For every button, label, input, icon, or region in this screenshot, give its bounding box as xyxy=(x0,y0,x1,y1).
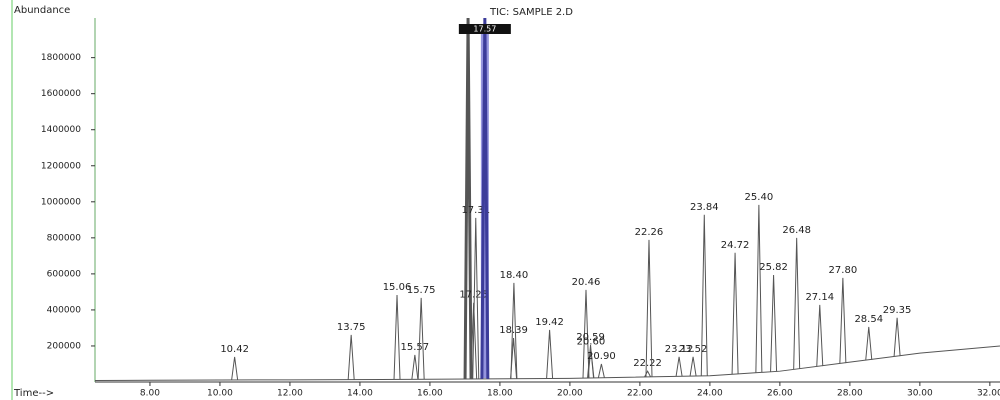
peak-label: 20.90 xyxy=(587,351,616,362)
peak-label: 22.26 xyxy=(635,227,664,238)
x-tick-label: 20.00 xyxy=(557,389,583,399)
peak-label: 22.22 xyxy=(633,358,662,369)
peak xyxy=(470,302,478,380)
peak-label: 15.75 xyxy=(407,285,436,296)
y-tick-label: 1600000 xyxy=(41,89,81,99)
peak-label: 28.54 xyxy=(854,314,883,325)
peak xyxy=(865,326,873,360)
peak-label: 17.25 xyxy=(459,290,488,301)
peak xyxy=(480,17,490,379)
x-tick-label: 16.00 xyxy=(417,389,443,399)
peak xyxy=(645,239,653,377)
peak-label: 27.14 xyxy=(805,292,834,303)
peak-label: 20.59 xyxy=(576,332,605,343)
peak xyxy=(700,214,708,376)
peak xyxy=(755,204,763,373)
x-tick-label: 26.00 xyxy=(767,389,793,399)
selected-peak-box xyxy=(458,24,511,34)
peak-label: 23.52 xyxy=(679,344,708,355)
x-tick-label: 8.00 xyxy=(140,389,160,399)
y-tick-label: 1400000 xyxy=(41,125,81,135)
peak xyxy=(582,289,590,379)
x-tick-label: 14.00 xyxy=(347,389,373,399)
peak-label: 15.06 xyxy=(383,282,412,293)
x-tick-label: 10.00 xyxy=(207,389,233,399)
peak-label: 25.40 xyxy=(745,192,774,203)
y-tick-label: 200000 xyxy=(47,341,82,351)
peak xyxy=(411,354,419,380)
peak xyxy=(347,334,355,380)
peak xyxy=(731,252,739,375)
peak-label: 10.42 xyxy=(220,344,249,355)
y-tick-label: 600000 xyxy=(47,269,82,279)
peak-label: 23.84 xyxy=(690,202,719,213)
chart-title: TIC: SAMPLE 2.D xyxy=(489,7,573,18)
peak xyxy=(770,274,778,372)
y-tick-label: 1800000 xyxy=(41,53,81,63)
peak-label: 26.48 xyxy=(782,225,811,236)
peak xyxy=(675,356,683,377)
peak-label: 23.12 xyxy=(665,344,694,355)
peak-label: 17.31 xyxy=(461,205,490,216)
x-tick-label: 24.00 xyxy=(697,389,723,399)
peak-label: 25.82 xyxy=(759,262,788,273)
peak-label: 20.60 xyxy=(577,337,606,348)
peak xyxy=(893,317,901,357)
peak xyxy=(417,297,425,380)
peak xyxy=(793,237,801,370)
baseline-trace xyxy=(94,345,1000,382)
y-tick-label: 400000 xyxy=(47,305,82,315)
selected-peak-label: 17.57 xyxy=(473,25,496,34)
peak xyxy=(546,329,554,379)
peak xyxy=(472,217,480,380)
x-tick-label: 28.00 xyxy=(837,389,863,399)
peak xyxy=(587,349,595,379)
peak-label: 20.46 xyxy=(572,277,601,288)
y-tick-label: 800000 xyxy=(47,233,82,243)
y-tick-label: 1200000 xyxy=(41,161,81,171)
peak xyxy=(393,294,401,380)
x-tick-label: 32.00 xyxy=(977,389,1000,399)
peak xyxy=(644,370,652,378)
peak-label: 29.35 xyxy=(883,305,912,316)
x-tick-label: 18.00 xyxy=(487,389,513,399)
y-axis-label: Abundance xyxy=(14,5,70,16)
peak xyxy=(231,356,239,381)
peak-label: 18.40 xyxy=(500,270,529,281)
peak-label: 27.80 xyxy=(829,265,858,276)
peak-label: 19.42 xyxy=(535,317,564,328)
y-tick-label: 1000000 xyxy=(41,197,81,207)
x-tick-label: 30.00 xyxy=(907,389,933,399)
peak xyxy=(816,304,824,367)
x-axis-label: Time--> xyxy=(13,388,54,399)
x-tick-label: 22.00 xyxy=(627,389,653,399)
peak-label: 18.39 xyxy=(499,325,528,336)
peak xyxy=(463,17,473,380)
peak-label: 24.72 xyxy=(721,240,750,251)
selection-band xyxy=(480,28,489,378)
peak-label: 15.57 xyxy=(401,342,430,353)
peak-label: 13.75 xyxy=(337,322,366,333)
x-tick-label: 12.00 xyxy=(277,389,303,399)
peak xyxy=(839,277,847,364)
peak xyxy=(689,356,697,377)
peak xyxy=(510,282,518,379)
peak xyxy=(597,363,605,378)
